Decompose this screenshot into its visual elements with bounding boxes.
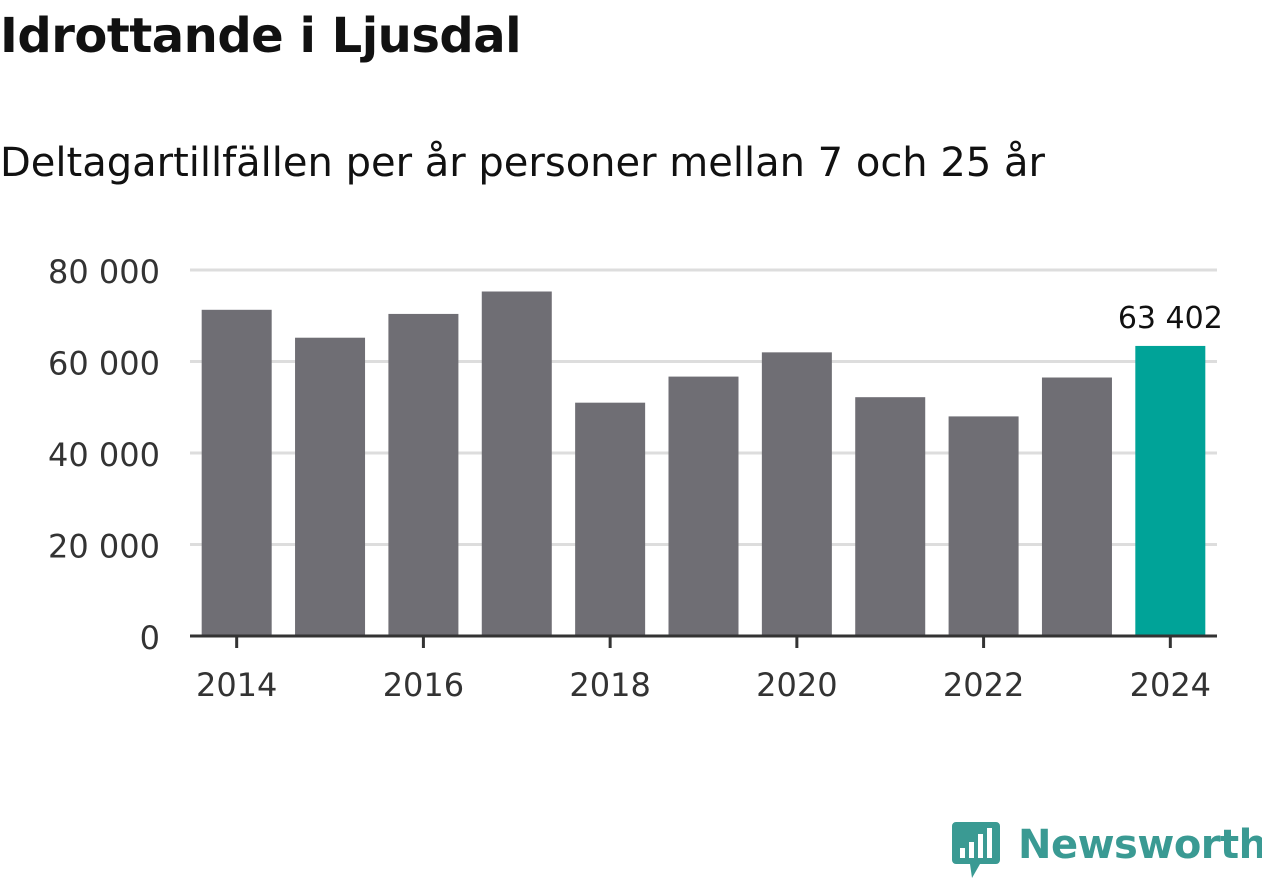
bars	[201, 291, 1206, 636]
bar-2014	[201, 309, 272, 636]
x-tick-label: 2018	[569, 666, 650, 704]
x-tick-label: 2020	[756, 666, 837, 704]
y-tick-label: 80 000	[48, 253, 160, 291]
y-tick-label: 20 000	[48, 528, 160, 566]
bar-2016	[388, 313, 459, 636]
x-tick-label: 2014	[196, 666, 277, 704]
newsworthy-logo-text: Newsworthy	[1018, 822, 1262, 868]
y-tick-label: 60 000	[48, 345, 160, 383]
axes	[190, 634, 1217, 648]
x-tick-label: 2024	[1130, 666, 1211, 704]
y-tick-label: 40 000	[48, 436, 160, 474]
data-label: 63 402	[1118, 301, 1223, 336]
bar-2017	[481, 291, 552, 636]
labels: 0 20 000 40 000 60 000 80 000 2014 2016 2018 202…	[48, 253, 1223, 704]
newsworthy-logo: Newsworthy	[950, 818, 1262, 878]
y-tick-label: 0	[140, 619, 160, 657]
bar-2024	[1135, 345, 1206, 636]
chart-subtitle: Deltagartillfällen per år personer mella…	[0, 140, 1045, 186]
newsworthy-logo-icon	[952, 822, 1000, 878]
x-tick-label: 2022	[943, 666, 1024, 704]
bar-2023	[1041, 377, 1112, 636]
bar-2021	[855, 397, 926, 636]
bar-2019	[668, 376, 739, 636]
bar-2022	[948, 416, 1019, 636]
x-tick-label: 2016	[383, 666, 464, 704]
bar-2015	[295, 337, 366, 636]
chart-title: Idrottande i Ljusdal	[0, 8, 522, 64]
bar-2018	[575, 402, 646, 636]
bar-2020	[761, 352, 832, 636]
bar-chart: 0 20 000 40 000 60 000 80 000 2014 2016 2018 202…	[48, 253, 1223, 704]
